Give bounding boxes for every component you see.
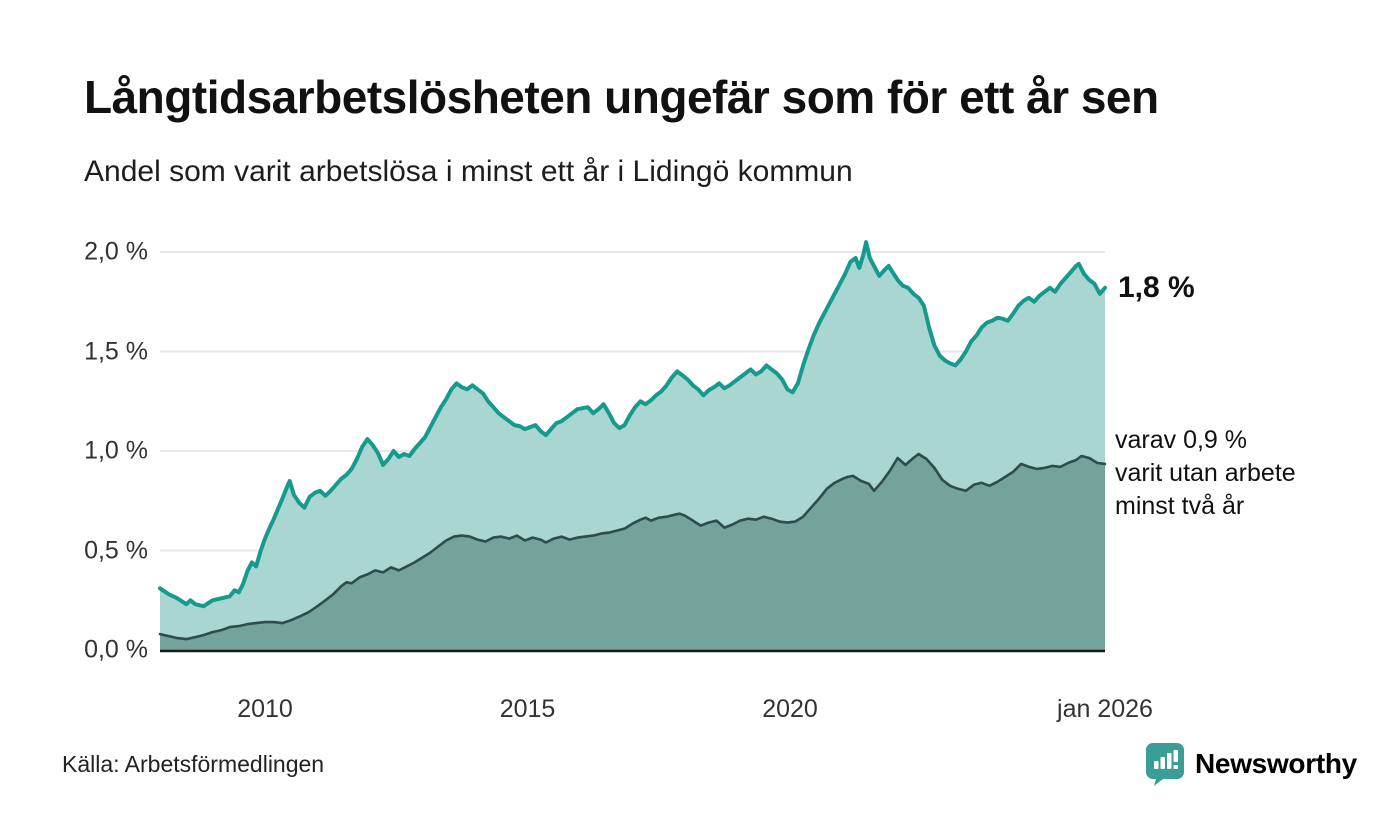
newsworthy-logo: Newsworthy [1145, 742, 1357, 786]
y-tick-label: 0,0 % [84, 635, 148, 664]
x-tick-label: 2010 [237, 695, 293, 723]
secondary-series-note: varav 0,9 % varit utan arbete minst två … [1115, 425, 1296, 520]
newsworthy-logo-icon [1146, 743, 1184, 786]
y-tick-label: 2,0 % [84, 237, 148, 266]
page-subtitle: Andel som varit arbetslösa i minst ett å… [84, 155, 853, 188]
series-line [158, 240, 1107, 609]
series-line [158, 452, 1107, 641]
series-area [160, 454, 1105, 650]
page-title: Långtidsarbetslösheten ungefär som för e… [84, 71, 1159, 123]
y-tick-label: 1,5 % [84, 337, 148, 365]
x-tick-label: jan 2026 [1057, 695, 1153, 723]
x-tick-label: 2015 [499, 695, 556, 723]
end-value-label: 1,8 % [1118, 270, 1195, 304]
y-tick-label: 1,0 % [84, 436, 148, 465]
source-note: Källa: Arbetsförmedlingen [62, 751, 325, 777]
y-tick-label: 0,5 % [84, 536, 148, 564]
x-tick-label: 2020 [762, 695, 818, 723]
newsworthy-wordmark: Newsworthy [1195, 748, 1357, 779]
